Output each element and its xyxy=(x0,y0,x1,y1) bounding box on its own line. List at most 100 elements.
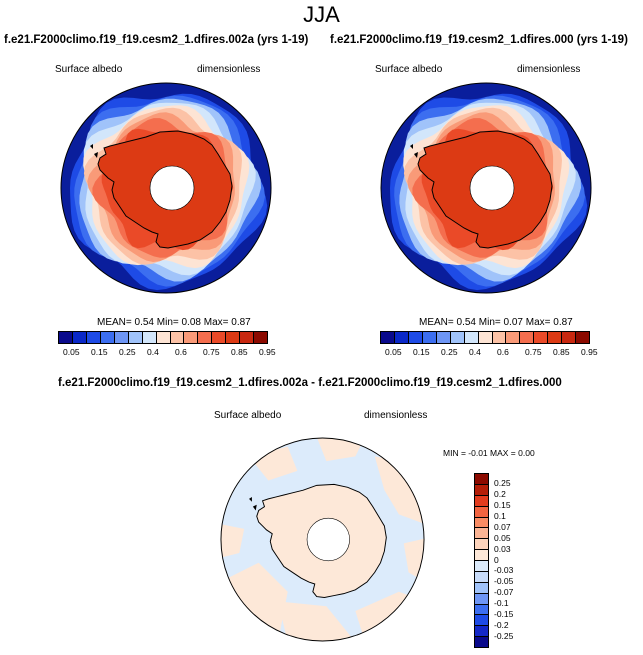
panel-2-colorbar xyxy=(380,331,590,344)
colorbar-tick-label: 0.25 xyxy=(119,347,136,357)
colorbar-swatch xyxy=(156,332,171,343)
panel-1-title: f.e21.F2000climo.f19_f19.cesm2_1.dfires.… xyxy=(4,34,309,46)
panel-1-max-label: Max= xyxy=(203,317,229,328)
colorbar-tick-label: 0.15 xyxy=(413,347,430,357)
colorbar-swatch xyxy=(408,332,423,343)
diff-colorbar-tick-label: 0.15 xyxy=(494,499,511,510)
diff-colorbar-tick-label: -0.05 xyxy=(494,576,514,587)
colorbar-swatch xyxy=(184,332,199,343)
diff-colorbar-tick-label: 0.05 xyxy=(494,532,511,543)
diff-colorbar-swatch xyxy=(475,539,488,551)
colorbar-swatch xyxy=(240,332,255,343)
diff-panel-variable-label: Surface albedo xyxy=(214,410,282,421)
diff-colorbar-tick-label: 0.25 xyxy=(494,477,511,488)
diff-max-value: 0.00 xyxy=(518,448,535,458)
panel-2-polar-map xyxy=(380,82,592,294)
diff-colorbar-tick-label: 0.03 xyxy=(494,543,511,554)
panel-1-colorbar xyxy=(58,331,268,344)
colorbar-swatch xyxy=(212,332,227,343)
panel-1-min-label: Min= xyxy=(156,317,179,328)
panel-2-mean-label: MEAN= xyxy=(419,317,454,328)
panel-1-map-border xyxy=(60,82,272,294)
diff-colorbar-swatch xyxy=(475,495,488,507)
diff-colorbar-swatch xyxy=(475,604,488,616)
diff-colorbar-tick-label: 0.2 xyxy=(494,488,506,499)
diff-colorbar-tick-label: -0.1 xyxy=(494,598,509,609)
panel-2-max-value: 0.87 xyxy=(553,317,573,328)
panel-2-mean-value: 0.54 xyxy=(456,317,476,328)
diff-max-label: MAX = xyxy=(490,448,516,458)
colorbar-tick-label: 0.05 xyxy=(385,347,402,357)
panel-2-units-label: dimensionless xyxy=(517,64,581,75)
colorbar-swatch xyxy=(394,332,409,343)
diff-colorbar-labels: 0.25 0.2 0.15 0.1 0.07 0.05 0.03 0 -0.03 -0.05 -0.… xyxy=(494,473,534,648)
diff-colorbar-swatch xyxy=(475,474,488,485)
panel-1-polar-map xyxy=(60,82,272,294)
diff-colorbar-tick-label: -0.15 xyxy=(494,609,514,620)
diff-colorbar-swatch xyxy=(475,593,488,605)
diff-panel-units-label: dimensionless xyxy=(364,410,428,421)
diff-colorbar-tick-label: 0.1 xyxy=(494,510,506,521)
colorbar-swatch xyxy=(548,332,563,343)
colorbar-swatch xyxy=(478,332,493,343)
colorbar-tick-label: 0.15 xyxy=(91,347,108,357)
panel-2-variable-label: Surface albedo xyxy=(375,64,443,75)
diff-colorbar-swatch xyxy=(475,517,488,529)
colorbar-swatch xyxy=(520,332,535,343)
diff-colorbar-swatch xyxy=(475,637,488,647)
colorbar-swatch xyxy=(254,332,268,343)
colorbar-swatch xyxy=(381,332,395,343)
diff-colorbar-swatch xyxy=(475,561,488,572)
diff-colorbar-tick-label: -0.25 xyxy=(494,631,514,642)
panel-1-colorbar-labels: 0.05 0.15 0.25 0.4 0.6 0.75 0.85 0.95 xyxy=(58,347,276,359)
colorbar-swatch xyxy=(576,332,590,343)
panel-2-min-label: Min= xyxy=(478,317,501,328)
panel-2-pole-hole xyxy=(469,165,515,211)
colorbar-swatch xyxy=(59,332,73,343)
diff-min-label: MIN = xyxy=(443,448,466,458)
diff-positive-patch xyxy=(278,601,356,642)
diff-colorbar-swatch xyxy=(475,506,488,518)
diff-pole-hole xyxy=(306,517,350,562)
panel-2-islands xyxy=(410,144,418,158)
colorbar-swatch xyxy=(170,332,185,343)
diff-panel-polar-map xyxy=(220,437,425,642)
colorbar-tick-label: 0.05 xyxy=(63,347,80,357)
panel-1-stats: MEAN= 0.54 Min= 0.08 Max= 0.87 xyxy=(97,317,251,328)
colorbar-swatch xyxy=(142,332,157,343)
diff-colorbar-swatch xyxy=(475,571,488,583)
diff-colorbar-swatch xyxy=(475,528,488,540)
panel-2-map-border xyxy=(380,82,592,294)
colorbar-tick-label: 0.6 xyxy=(497,347,509,357)
panel-2-title: f.e21.F2000climo.f19_f19.cesm2_1.dfires.… xyxy=(330,34,628,46)
diff-colorbar-swatch xyxy=(475,484,488,496)
diff-colorbar xyxy=(474,473,489,648)
colorbar-tick-label: 0.75 xyxy=(203,347,220,357)
colorbar-tick-label: 0.6 xyxy=(175,347,187,357)
colorbar-tick-label: 0.85 xyxy=(231,347,248,357)
panel-1-min-value: 0.08 xyxy=(181,317,201,328)
diff-panel-stats: MIN = -0.01 MAX = 0.00 xyxy=(443,448,535,458)
panel-2-colorbar-labels: 0.05 0.15 0.25 0.4 0.6 0.75 0.85 0.95 xyxy=(380,347,598,359)
diff-panel-title: f.e21.F2000climo.f19_f19.cesm2_1.dfires.… xyxy=(58,377,562,389)
colorbar-swatch xyxy=(492,332,507,343)
colorbar-tick-label: 0.4 xyxy=(469,347,481,357)
panel-1-mean-value: 0.54 xyxy=(134,317,154,328)
panel-1-pole-hole xyxy=(149,165,195,211)
colorbar-swatch xyxy=(436,332,451,343)
colorbar-swatch xyxy=(422,332,437,343)
panel-2-min-value: 0.07 xyxy=(503,317,523,328)
diff-colorbar-tick-label: 0 xyxy=(494,554,499,565)
colorbar-swatch xyxy=(128,332,143,343)
diff-colorbar-tick-label: -0.07 xyxy=(494,587,514,598)
colorbar-tick-label: 0.85 xyxy=(553,347,570,357)
diff-colorbar-swatch xyxy=(475,550,488,561)
colorbar-swatch xyxy=(114,332,129,343)
diff-colorbar-swatch xyxy=(475,626,488,638)
panel-1-units-label: dimensionless xyxy=(197,64,261,75)
panel-2-stats: MEAN= 0.54 Min= 0.07 Max= 0.87 xyxy=(419,317,573,328)
panel-1-variable-label: Surface albedo xyxy=(55,64,123,75)
diff-colorbar-tick-label: -0.03 xyxy=(494,565,514,576)
diff-colorbar-swatch xyxy=(475,615,488,627)
diff-min-value: -0.01 xyxy=(468,448,488,458)
